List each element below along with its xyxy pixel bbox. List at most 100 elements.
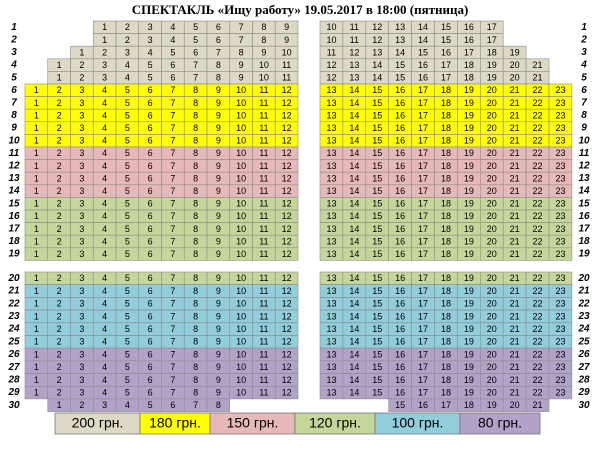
seat-number: 3 <box>79 324 84 334</box>
seat-number: 9 <box>216 375 221 385</box>
seat-number: 7 <box>239 22 244 32</box>
seat-number: 11 <box>259 311 268 321</box>
seat-number: 10 <box>236 236 246 246</box>
seat-number: 1 <box>57 60 62 70</box>
seat-number: 7 <box>170 85 175 95</box>
seat-number: 4 <box>102 110 107 120</box>
seat-number: 7 <box>170 173 175 183</box>
row-label: 14 <box>578 186 590 197</box>
row-label: 17 <box>578 224 590 235</box>
seat-number: 13 <box>395 22 405 32</box>
seat-number: 13 <box>326 337 336 347</box>
seat-number: 8 <box>193 173 198 183</box>
seat-number: 18 <box>464 60 474 70</box>
seat-number: 5 <box>125 173 130 183</box>
seat-number: 22 <box>533 249 543 259</box>
seat-number: 11 <box>259 199 268 209</box>
seat-number: 19 <box>464 311 474 321</box>
seat-number: 19 <box>464 136 474 146</box>
seat-number: 14 <box>349 224 359 234</box>
seat-number: 5 <box>125 110 130 120</box>
seat-number: 14 <box>372 60 382 70</box>
seat-number: 17 <box>418 249 428 259</box>
seat-number: 18 <box>441 224 451 234</box>
seat-number: 15 <box>372 148 382 158</box>
seat-number: 21 <box>510 273 520 283</box>
seat-number: 14 <box>349 98 359 108</box>
seat-number: 17 <box>487 22 497 32</box>
row-label: 1 <box>11 22 17 33</box>
seat-number: 7 <box>170 199 175 209</box>
row-label: 21 <box>577 286 590 297</box>
seat-number: 13 <box>326 311 336 321</box>
seat-number: 15 <box>372 236 382 246</box>
seat-number: 7 <box>170 375 175 385</box>
seat-number: 2 <box>57 148 62 158</box>
seat-number: 18 <box>441 85 451 95</box>
row-label: 26 <box>7 349 20 360</box>
seat-number: 7 <box>170 387 175 397</box>
seat-number: 3 <box>125 47 130 57</box>
seat-number: 5 <box>125 148 130 158</box>
seat-number: 6 <box>148 123 153 133</box>
seat-number: 12 <box>282 387 292 397</box>
seat-number: 2 <box>57 311 62 321</box>
seat-number: 6 <box>148 286 153 296</box>
seat-number: 21 <box>510 211 520 221</box>
seat-number: 4 <box>102 98 107 108</box>
seat-number: 17 <box>418 123 428 133</box>
seat-number: 8 <box>193 324 198 334</box>
seat-number: 21 <box>510 249 520 259</box>
seat-number: 8 <box>193 199 198 209</box>
seat-number: 1 <box>34 273 39 283</box>
seat-number: 12 <box>282 85 292 95</box>
seat-number: 8 <box>193 85 198 95</box>
seat-number: 10 <box>282 47 292 57</box>
seat-number: 5 <box>125 311 130 321</box>
seat-number: 15 <box>372 337 382 347</box>
seat-number: 15 <box>372 199 382 209</box>
seat-number: 10 <box>236 186 246 196</box>
seat-number: 17 <box>418 136 428 146</box>
seat-number: 18 <box>441 186 451 196</box>
seat-number: 19 <box>464 299 474 309</box>
seat-number: 22 <box>533 349 543 359</box>
seat-number: 12 <box>372 22 382 32</box>
seat-number: 15 <box>441 35 451 45</box>
seat-number: 2 <box>57 324 62 334</box>
seat-number: 1 <box>34 236 39 246</box>
seat-number: 13 <box>372 47 382 57</box>
seat-number: 1 <box>34 211 39 221</box>
seat-number: 6 <box>148 375 153 385</box>
seat-number: 6 <box>148 173 153 183</box>
seat-number: 21 <box>510 362 520 372</box>
seat-number: 5 <box>125 273 130 283</box>
seat-number: 16 <box>395 311 405 321</box>
seat-number: 3 <box>79 249 84 259</box>
seat-number: 19 <box>464 249 474 259</box>
seat-number: 3 <box>102 400 107 410</box>
seat-number: 6 <box>148 349 153 359</box>
seat-number: 19 <box>464 110 474 120</box>
seat-number: 23 <box>555 375 565 385</box>
seat-number: 16 <box>395 98 405 108</box>
seat-number: 16 <box>395 387 405 397</box>
seat-number: 10 <box>236 349 246 359</box>
seat-number: 5 <box>125 349 130 359</box>
seat-number: 16 <box>395 85 405 95</box>
seat-number: 19 <box>464 211 474 221</box>
seat-number: 14 <box>349 273 359 283</box>
seat-number: 5 <box>125 286 130 296</box>
seat-number: 5 <box>125 161 130 171</box>
seat-number: 1 <box>34 337 39 347</box>
seat-number: 18 <box>441 387 451 397</box>
seat-number: 20 <box>487 161 497 171</box>
seat-number: 9 <box>239 73 244 83</box>
seat-number: 13 <box>326 186 336 196</box>
seat-number: 17 <box>418 349 428 359</box>
seat-number: 1 <box>102 22 107 32</box>
seat-number: 22 <box>533 375 543 385</box>
row-label: 16 <box>578 211 590 222</box>
seat-number: 19 <box>464 186 474 196</box>
seat-number: 16 <box>395 273 405 283</box>
